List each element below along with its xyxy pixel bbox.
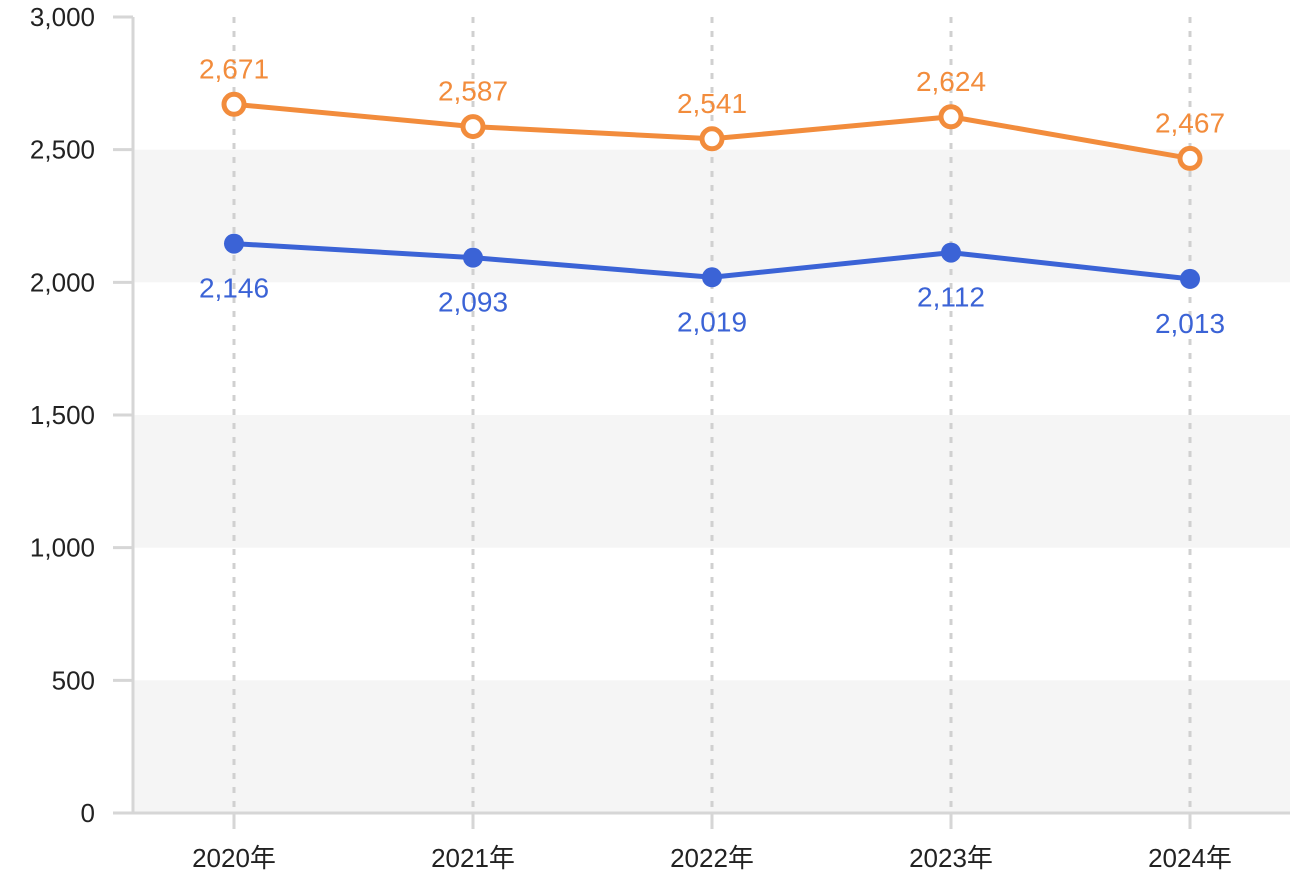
- vertical-gridlines: [232, 17, 1192, 813]
- x-axis-ticks: 2020年 2021年 2022年 2023年 2024年: [192, 813, 1232, 873]
- data-label: 2,587: [438, 76, 508, 107]
- series-points: [221, 91, 1203, 289]
- data-label: 2,624: [916, 66, 986, 97]
- x-tick-label: 2021年: [431, 843, 515, 873]
- y-tick-label: 2,500: [30, 135, 95, 165]
- data-label: 2,146: [199, 273, 269, 304]
- series-data-labels: 2,671 2,587 2,541 2,624 2,467 2,146 2,093 2,019…: [199, 53, 1225, 339]
- data-label: 2,671: [199, 53, 269, 84]
- data-label: 2,019: [677, 306, 747, 337]
- data-point: [463, 247, 483, 268]
- x-tick-label: 2023年: [909, 843, 993, 873]
- data-point: [224, 233, 244, 254]
- data-point: [699, 126, 725, 152]
- data-point: [1177, 145, 1203, 171]
- data-point: [702, 267, 722, 288]
- data-label: 2,467: [1155, 107, 1225, 138]
- data-label: 2,093: [438, 287, 508, 318]
- y-axis-ticks: 0 500 1,000 1,500 2,000 2,500 3,000: [30, 2, 133, 828]
- data-point: [941, 242, 961, 263]
- x-tick-label: 2020年: [192, 843, 276, 873]
- x-tick-label: 2022年: [670, 843, 754, 873]
- x-tick-label: 2024年: [1148, 843, 1232, 873]
- data-point: [1180, 268, 1200, 289]
- data-point: [460, 114, 486, 140]
- data-point: [221, 91, 247, 117]
- y-tick-label: 1,000: [30, 533, 95, 563]
- data-label: 2,112: [917, 282, 985, 313]
- y-tick-label: 2,000: [30, 267, 95, 297]
- data-point: [938, 104, 964, 130]
- y-tick-label: 0: [81, 798, 95, 828]
- y-tick-label: 500: [52, 665, 95, 695]
- data-label: 2,013: [1155, 308, 1225, 339]
- data-label: 2,541: [677, 88, 747, 119]
- y-tick-label: 3,000: [30, 2, 95, 32]
- y-tick-label: 1,500: [30, 400, 95, 430]
